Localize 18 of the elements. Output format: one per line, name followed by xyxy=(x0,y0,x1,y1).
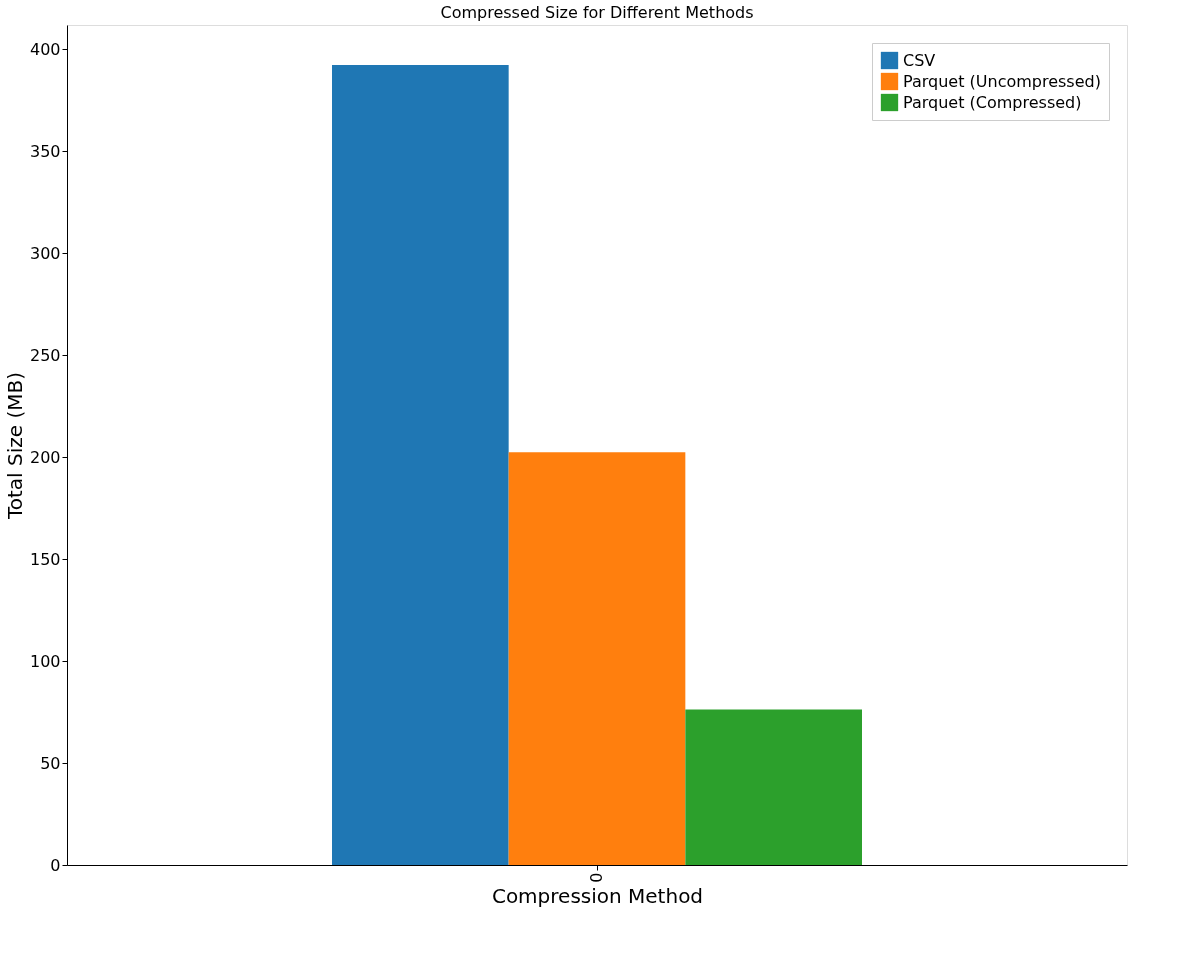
x-axis-title: Compression Method xyxy=(491,883,704,908)
y-tick-label: 350 xyxy=(29,141,61,161)
y-tick-label: 300 xyxy=(29,243,61,263)
y-tick-label: 250 xyxy=(29,345,61,365)
y-tick-label: 400 xyxy=(29,39,61,59)
bar xyxy=(685,709,862,865)
y-tick-label: 100 xyxy=(29,651,61,671)
legend-label: CSV xyxy=(903,50,936,70)
chart-title: Compressed Size for Different Methods xyxy=(440,3,754,22)
bar xyxy=(332,64,509,865)
y-axis-title: Total Size (MB) xyxy=(2,371,27,521)
y-tick-label: 0 xyxy=(50,855,61,875)
bar xyxy=(508,452,686,865)
legend-label: Parquet (Uncompressed) xyxy=(903,71,1101,91)
y-tick-label: 200 xyxy=(29,447,61,467)
legend-label: Parquet (Compressed) xyxy=(903,92,1082,112)
y-tick-label: 50 xyxy=(40,753,61,773)
y-tick-label: 150 xyxy=(29,549,61,569)
